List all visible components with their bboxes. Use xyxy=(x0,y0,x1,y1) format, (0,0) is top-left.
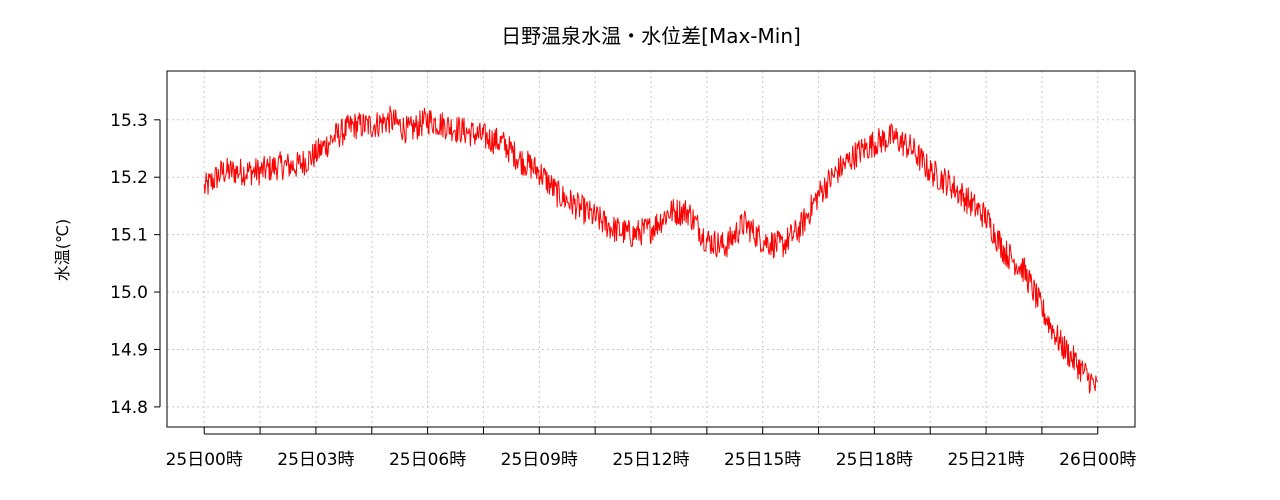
x-tick-label: 25日03時 xyxy=(277,450,354,470)
x-tick-label: 25日06時 xyxy=(389,450,466,470)
y-tick-label: 15.2 xyxy=(110,168,148,188)
x-tick-label: 25日21時 xyxy=(947,450,1024,470)
x-tick-label: 25日09時 xyxy=(501,450,578,470)
grid xyxy=(167,71,1135,427)
plot-frame xyxy=(166,70,1136,428)
data-line-layer xyxy=(203,105,1099,394)
x-tick-label: 25日12時 xyxy=(612,450,689,470)
x-tick-label: 26日00時 xyxy=(1059,450,1136,470)
y-tick-label: 15.0 xyxy=(110,283,148,303)
temperature-series-line xyxy=(203,105,1099,394)
x-tick-label: 25日00時 xyxy=(166,450,243,470)
axes: 25日00時 25日03時 25日06時 25日09時 25日12時 25日15時 25日1… xyxy=(110,111,1136,470)
y-tick-label: 15.3 xyxy=(110,111,148,131)
y-tick-label: 15.1 xyxy=(110,226,148,246)
x-tick-label: 25日15時 xyxy=(724,450,801,470)
x-tick-label: 25日18時 xyxy=(836,450,913,470)
y-tick-label: 14.9 xyxy=(110,340,148,360)
chart-title: 日野温泉水温・水位差[Max-Min] xyxy=(501,24,801,48)
y-axis-label: 水温(℃) xyxy=(53,219,72,281)
y-tick-label: 14.8 xyxy=(110,398,148,418)
